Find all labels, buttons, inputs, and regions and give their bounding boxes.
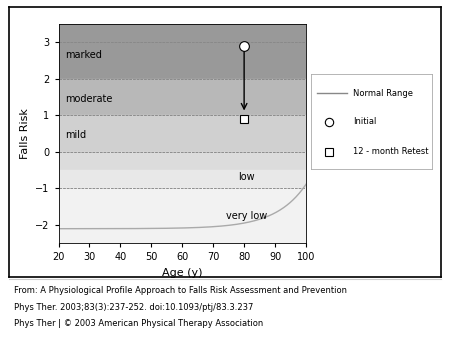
Text: very low: very low <box>225 211 267 221</box>
Text: Phys Ther | © 2003 American Physical Therapy Association: Phys Ther | © 2003 American Physical The… <box>14 319 263 329</box>
Bar <box>58 78 306 115</box>
Text: marked: marked <box>65 50 102 60</box>
Bar <box>58 170 306 189</box>
Text: low: low <box>238 172 255 182</box>
Y-axis label: Falls Risk: Falls Risk <box>19 108 30 159</box>
Text: Normal Range: Normal Range <box>353 89 413 98</box>
Text: Initial: Initial <box>353 117 376 126</box>
Bar <box>58 189 306 243</box>
Bar <box>58 152 306 170</box>
Bar <box>58 24 306 78</box>
X-axis label: Age (y): Age (y) <box>162 268 202 278</box>
Bar <box>58 115 306 152</box>
Text: From: A Physiological Profile Approach to Falls Risk Assessment and Prevention: From: A Physiological Profile Approach t… <box>14 286 346 295</box>
Text: mild: mild <box>65 130 86 140</box>
Text: moderate: moderate <box>65 94 112 104</box>
Text: Phys Ther. 2003;83(3):237-252. doi:10.1093/ptj/83.3.237: Phys Ther. 2003;83(3):237-252. doi:10.10… <box>14 303 253 312</box>
Text: 12 - month Retest: 12 - month Retest <box>353 147 428 156</box>
